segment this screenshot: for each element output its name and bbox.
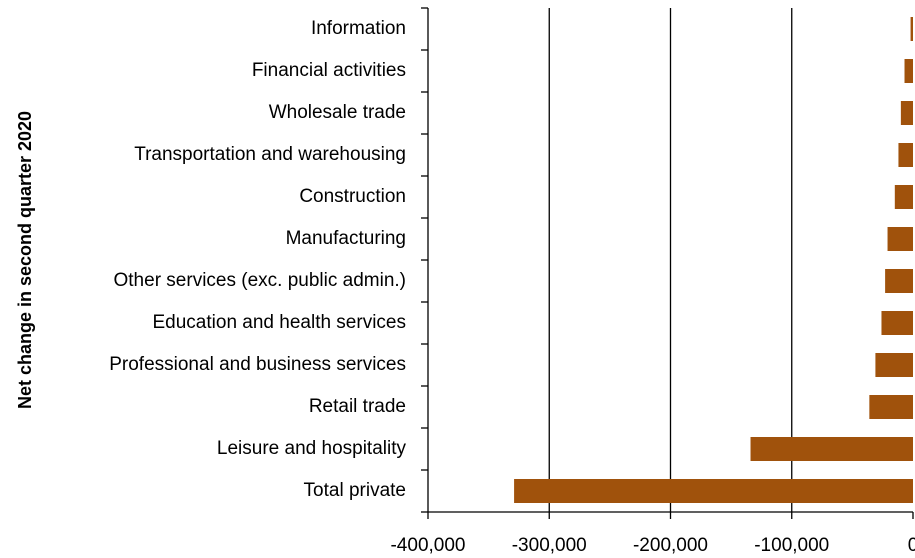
y-tick-label: Transportation and warehousing <box>134 144 406 165</box>
y-tick-label: Total private <box>304 480 406 501</box>
y-tick-label: Information <box>311 18 406 39</box>
x-tick-label: -200,000 <box>633 535 708 556</box>
bar <box>869 395 913 419</box>
x-tick-label: -300,000 <box>512 535 587 556</box>
y-tick-label: Professional and business services <box>109 354 406 375</box>
bar <box>887 227 913 251</box>
bar <box>514 479 913 503</box>
x-tick-label: -400,000 <box>390 535 465 556</box>
bar <box>875 353 913 377</box>
bar <box>910 17 913 41</box>
y-tick-label: Manufacturing <box>286 228 406 249</box>
y-tick-label: Other services (exc. public admin.) <box>114 270 407 291</box>
bar <box>904 59 913 83</box>
bar <box>894 185 913 209</box>
y-tick-label: Construction <box>299 186 406 207</box>
bar <box>750 437 913 461</box>
y-tick-label: Education and health services <box>153 312 407 333</box>
bar <box>881 311 913 335</box>
x-tick-label: -100,000 <box>754 535 829 556</box>
bar <box>900 101 913 125</box>
y-tick-label: Retail trade <box>309 396 406 417</box>
y-tick-label: Financial activities <box>252 60 406 81</box>
x-tick-label: 0 <box>908 535 915 556</box>
y-tick-label: Leisure and hospitality <box>217 438 407 459</box>
bar <box>898 143 913 167</box>
bar <box>885 269 913 293</box>
y-axis-title: Net change in second quarter 2020 <box>15 111 35 409</box>
y-tick-label: Wholesale trade <box>269 102 406 123</box>
